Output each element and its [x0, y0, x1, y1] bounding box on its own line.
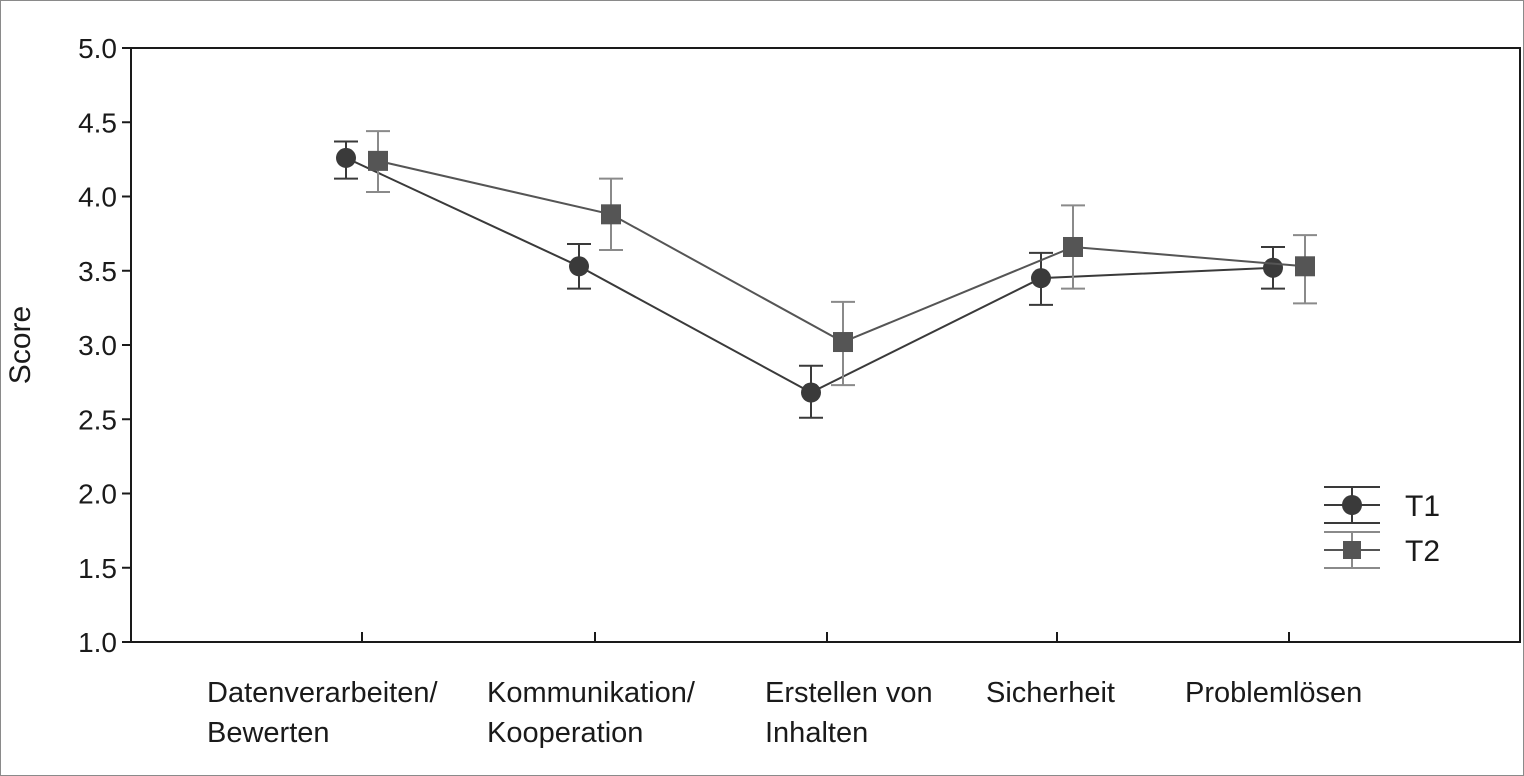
data-point [1063, 236, 1083, 257]
y-tick-label: 1.0 [78, 627, 117, 658]
data-point [1263, 257, 1283, 278]
y-tick-label: 1.5 [78, 553, 117, 584]
y-tick-label: 5.0 [78, 33, 117, 64]
x-category-label: Kooperation [487, 717, 643, 749]
x-category-label: Sicherheit [986, 677, 1115, 709]
legend-marker [1343, 541, 1361, 559]
y-tick-label: 2.5 [78, 404, 117, 435]
y-tick-label: 4.5 [78, 107, 117, 138]
data-point [801, 382, 821, 403]
data-point [833, 332, 853, 353]
plot-area [130, 47, 1521, 643]
data-point [336, 147, 356, 168]
x-category-label: Kommunikation/ [487, 677, 696, 709]
series-T2 [366, 130, 1317, 387]
legend-marker [1342, 495, 1362, 515]
legend-label: T2 [1405, 535, 1440, 568]
y-axis: 1.0 1.5 2.0 2.5 3.0 3.5 4.0 4.5 5.0 [78, 33, 131, 658]
y-tick-label: 3.0 [78, 330, 117, 361]
data-point [569, 256, 589, 277]
y-tick-label: 3.5 [78, 256, 117, 287]
data-point [601, 204, 621, 225]
x-axis: Datenverarbeiten/Bewerten Kommunikation/K… [207, 632, 1362, 749]
data-point [1295, 256, 1315, 277]
y-tick-label: 2.0 [78, 479, 117, 510]
series-T1 [334, 140, 1285, 419]
x-category-label: Bewerten [207, 717, 330, 749]
legend-item-T1: T1 [1324, 486, 1440, 524]
x-category-label: Erstellen von [765, 677, 933, 709]
x-category-label: Problemlösen [1185, 677, 1362, 709]
y-axis-title: Score [4, 306, 37, 384]
series-layer [334, 130, 1317, 419]
x-category-label: Inhalten [765, 717, 868, 749]
data-point [1031, 268, 1051, 289]
plot-border [130, 47, 1521, 643]
y-tick-label: 4.0 [78, 182, 117, 213]
legend-label: T1 [1405, 490, 1440, 523]
data-point [368, 150, 388, 171]
legend-item-T2: T2 [1324, 531, 1440, 569]
x-category-label: Datenverarbeiten/ [207, 677, 438, 709]
